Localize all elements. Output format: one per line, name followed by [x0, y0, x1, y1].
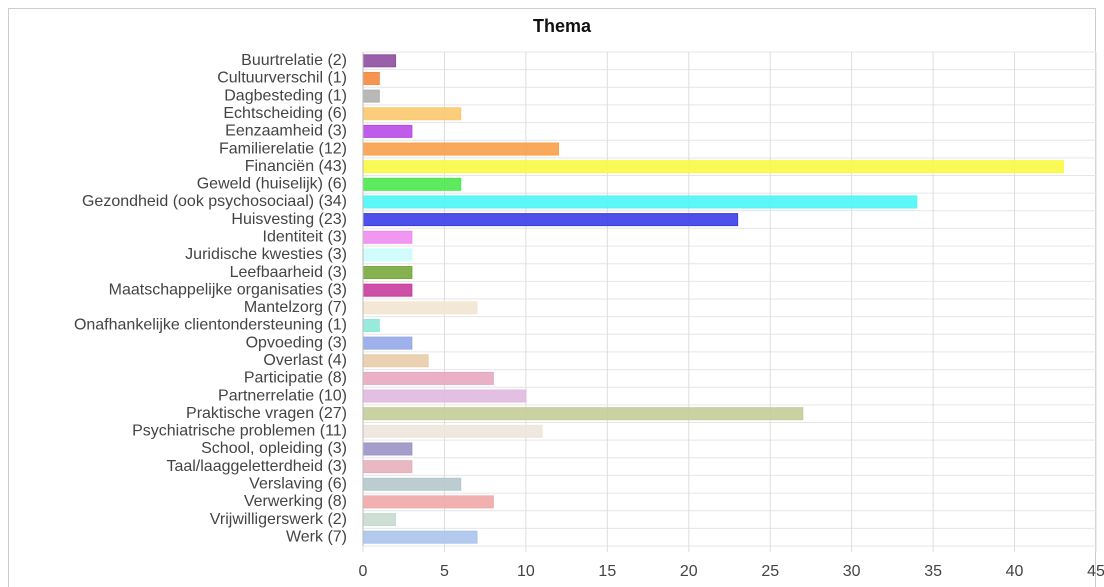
- y-tick-label: Mantelzorg (7): [244, 299, 347, 316]
- bar: [362, 354, 429, 368]
- x-tick-label: 30: [843, 563, 861, 580]
- y-tick-label: Financiën (43): [245, 158, 347, 175]
- x-tick-label: 0: [359, 563, 368, 580]
- x-tick-label: 25: [761, 563, 779, 580]
- bar: [362, 407, 804, 421]
- bar: [362, 460, 413, 474]
- x-tick-label: 20: [680, 563, 698, 580]
- y-tick-label: Juridische kwesties (3): [185, 246, 347, 263]
- bar: [362, 495, 494, 509]
- bar: [362, 318, 380, 332]
- x-tick-label: 40: [1006, 563, 1024, 580]
- y-tick-label: Taal/laaggeletterdheid (3): [166, 458, 347, 475]
- bar: [362, 424, 543, 438]
- y-tick-label: Verslaving (6): [249, 475, 347, 492]
- bar: [362, 71, 380, 85]
- y-tick-label: Partnerrelatie (10): [218, 387, 347, 404]
- bar: [362, 513, 397, 527]
- y-tick-label: Leefbaarheid (3): [230, 264, 347, 281]
- y-tick-label: Psychiatrische problemen (11): [132, 423, 347, 440]
- y-tick-label: Buurtrelatie (2): [241, 52, 347, 69]
- bar: [362, 336, 413, 350]
- y-tick-label: School, opleiding (3): [201, 440, 347, 457]
- bar: [362, 160, 1064, 174]
- bar: [362, 213, 739, 227]
- y-tick-label: Opvoeding (3): [246, 334, 347, 351]
- y-tick-label: Dagbesteding (1): [224, 87, 347, 104]
- bar: [362, 477, 462, 491]
- y-tick-label: Huisvesting (23): [231, 211, 347, 228]
- bar: [362, 89, 380, 103]
- bar: [362, 442, 413, 456]
- y-tick-label: Overlast (4): [263, 352, 347, 369]
- bar: [362, 177, 462, 191]
- x-tick-label: 10: [517, 563, 535, 580]
- bar: [362, 142, 559, 156]
- bar: [362, 107, 462, 121]
- y-tick-label: Familierelatie (12): [219, 140, 347, 157]
- bar: [362, 389, 527, 403]
- y-tick-label: Werk (7): [286, 528, 347, 545]
- y-tick-label: Identiteit (3): [263, 228, 347, 245]
- x-tick-label: 35: [924, 563, 942, 580]
- x-tick-label: 45: [1087, 563, 1104, 580]
- y-tick-label: Cultuurverschil (1): [217, 70, 347, 87]
- bar: [362, 301, 478, 315]
- x-tick-label: 5: [440, 563, 449, 580]
- y-tick-label: Verwerking (8): [244, 493, 347, 510]
- y-tick-label: Vrijwilligerswerk (2): [210, 511, 347, 528]
- chart-title: Thema: [533, 16, 592, 36]
- y-tick-label: Onafhankelijke clientondersteuning (1): [74, 317, 347, 334]
- bar: [362, 230, 413, 244]
- y-tick-label: Maatschappelijke organisaties (3): [109, 281, 347, 298]
- y-tick-label: Participatie (8): [244, 370, 347, 387]
- bar: [362, 248, 413, 262]
- bar: [362, 266, 413, 280]
- y-tick-label: Gezondheid (ook psychosociaal) (34): [82, 193, 347, 210]
- y-tick-label: Praktische vragen (27): [186, 405, 347, 422]
- y-tick-label: Eenzaamheid (3): [225, 123, 347, 140]
- bar: [362, 124, 413, 138]
- x-tick-label: 15: [598, 563, 616, 580]
- bar: [362, 371, 494, 385]
- bar: [362, 530, 478, 544]
- bar: [362, 283, 413, 297]
- y-tick-label: Echtscheiding (6): [223, 105, 347, 122]
- bar: [362, 195, 918, 209]
- y-tick-label: Geweld (huiselijk) (6): [197, 176, 347, 193]
- bar: [362, 54, 397, 68]
